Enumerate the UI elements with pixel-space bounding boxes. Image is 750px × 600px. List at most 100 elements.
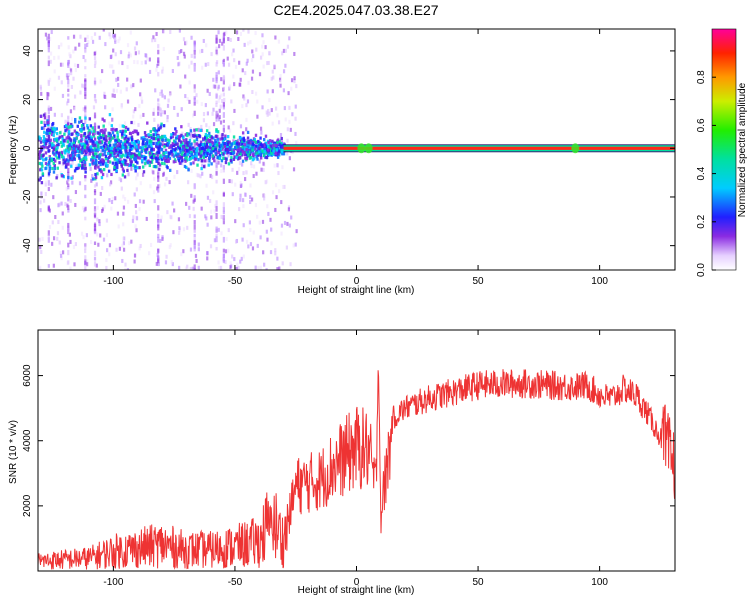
heat-cell (38, 137, 42, 141)
heat-cell (290, 86, 293, 91)
heat-cell (178, 29, 181, 33)
heat-cell (282, 69, 286, 74)
heat-cell (184, 154, 187, 158)
heat-cell (108, 252, 111, 257)
heat-cell (52, 143, 55, 147)
heat-cell (83, 149, 87, 153)
heat-cell (257, 139, 260, 144)
heat-cell (252, 157, 256, 161)
heat-cell (176, 112, 179, 117)
heat-cell (133, 259, 136, 264)
heat-cell (274, 106, 278, 111)
heat-cell (263, 148, 267, 152)
heat-cell (39, 114, 43, 118)
heat-cell (185, 158, 189, 162)
heat-cell (226, 56, 229, 61)
heat-cell (237, 36, 240, 41)
heat-cell (143, 131, 147, 135)
heat-cell (195, 135, 199, 139)
heat-cell (193, 84, 196, 89)
heat-cell (195, 154, 198, 159)
heat-cell (219, 146, 223, 150)
heat-cell (140, 158, 144, 162)
heat-cell (116, 211, 120, 216)
heat-cell (121, 243, 124, 248)
heat-cell (190, 151, 194, 155)
heat-cell (121, 167, 125, 171)
heat-cell (157, 98, 160, 102)
heat-cell (152, 137, 156, 141)
heat-cell (99, 162, 102, 167)
heat-cell (110, 172, 113, 177)
heat-cell (93, 64, 97, 69)
heat-cell (107, 149, 111, 153)
heat-cell (183, 164, 187, 169)
heat-cell (255, 155, 258, 159)
heat-cell (227, 248, 230, 253)
heat-cell (223, 141, 226, 146)
heat-cell (193, 155, 196, 159)
heat-cell (249, 141, 252, 145)
heat-cell (157, 44, 160, 49)
heat-cell (67, 159, 70, 163)
heat-cell (184, 141, 187, 145)
heat-cell (213, 159, 216, 163)
heat-cell (136, 148, 140, 152)
heat-cell (171, 141, 175, 146)
heat-cell (80, 158, 83, 162)
heat-cell (187, 132, 191, 136)
heat-cell (211, 111, 214, 116)
heat-cell (226, 140, 229, 144)
heat-cell (216, 130, 220, 134)
heat-cell (198, 143, 201, 148)
heat-cell (47, 172, 51, 176)
heat-cell (283, 184, 286, 189)
heat-cell (217, 98, 220, 103)
heat-cell (106, 163, 109, 168)
heat-cell (245, 157, 249, 161)
heat-cell (84, 84, 87, 89)
heat-cell (46, 119, 49, 123)
heat-cell (140, 152, 143, 157)
heat-cell (152, 111, 155, 116)
heat-cell (116, 133, 119, 137)
heat-cell (243, 96, 246, 101)
heat-cell (206, 195, 210, 200)
heat-cell (258, 72, 262, 77)
heat-cell (177, 138, 181, 142)
heat-cell (41, 164, 44, 168)
heat-cell (66, 140, 70, 144)
heat-cell (139, 243, 142, 248)
heat-cell (110, 124, 114, 128)
heat-cell (222, 191, 225, 197)
heat-cell (99, 140, 102, 144)
heat-cell (47, 105, 50, 111)
heat-cell (93, 241, 97, 245)
heat-cell (250, 76, 254, 81)
heat-cell (94, 148, 98, 153)
heat-cell (222, 45, 225, 51)
heat-cell (106, 248, 109, 253)
heat-cell (104, 138, 108, 142)
heat-cell (222, 112, 225, 118)
heat-cell (142, 136, 145, 140)
heat-cell (131, 218, 135, 223)
heat-cell (243, 139, 246, 143)
heat-cell (182, 51, 186, 56)
heat-cell (46, 91, 49, 96)
heat-cell (123, 142, 127, 146)
heat-cell (199, 140, 203, 144)
heat-cell (194, 253, 198, 258)
heat-cell (57, 75, 61, 80)
heat-cell (280, 200, 283, 205)
heat-cell (102, 29, 105, 32)
heat-cell (114, 161, 117, 165)
heat-cell (215, 117, 218, 122)
heat-cell (218, 144, 221, 149)
heat-cell (279, 83, 282, 88)
heat-cell (173, 105, 176, 110)
heat-cell (207, 62, 210, 67)
heat-cell (188, 80, 191, 85)
heat-cell (235, 152, 239, 156)
heat-cell (48, 155, 52, 159)
